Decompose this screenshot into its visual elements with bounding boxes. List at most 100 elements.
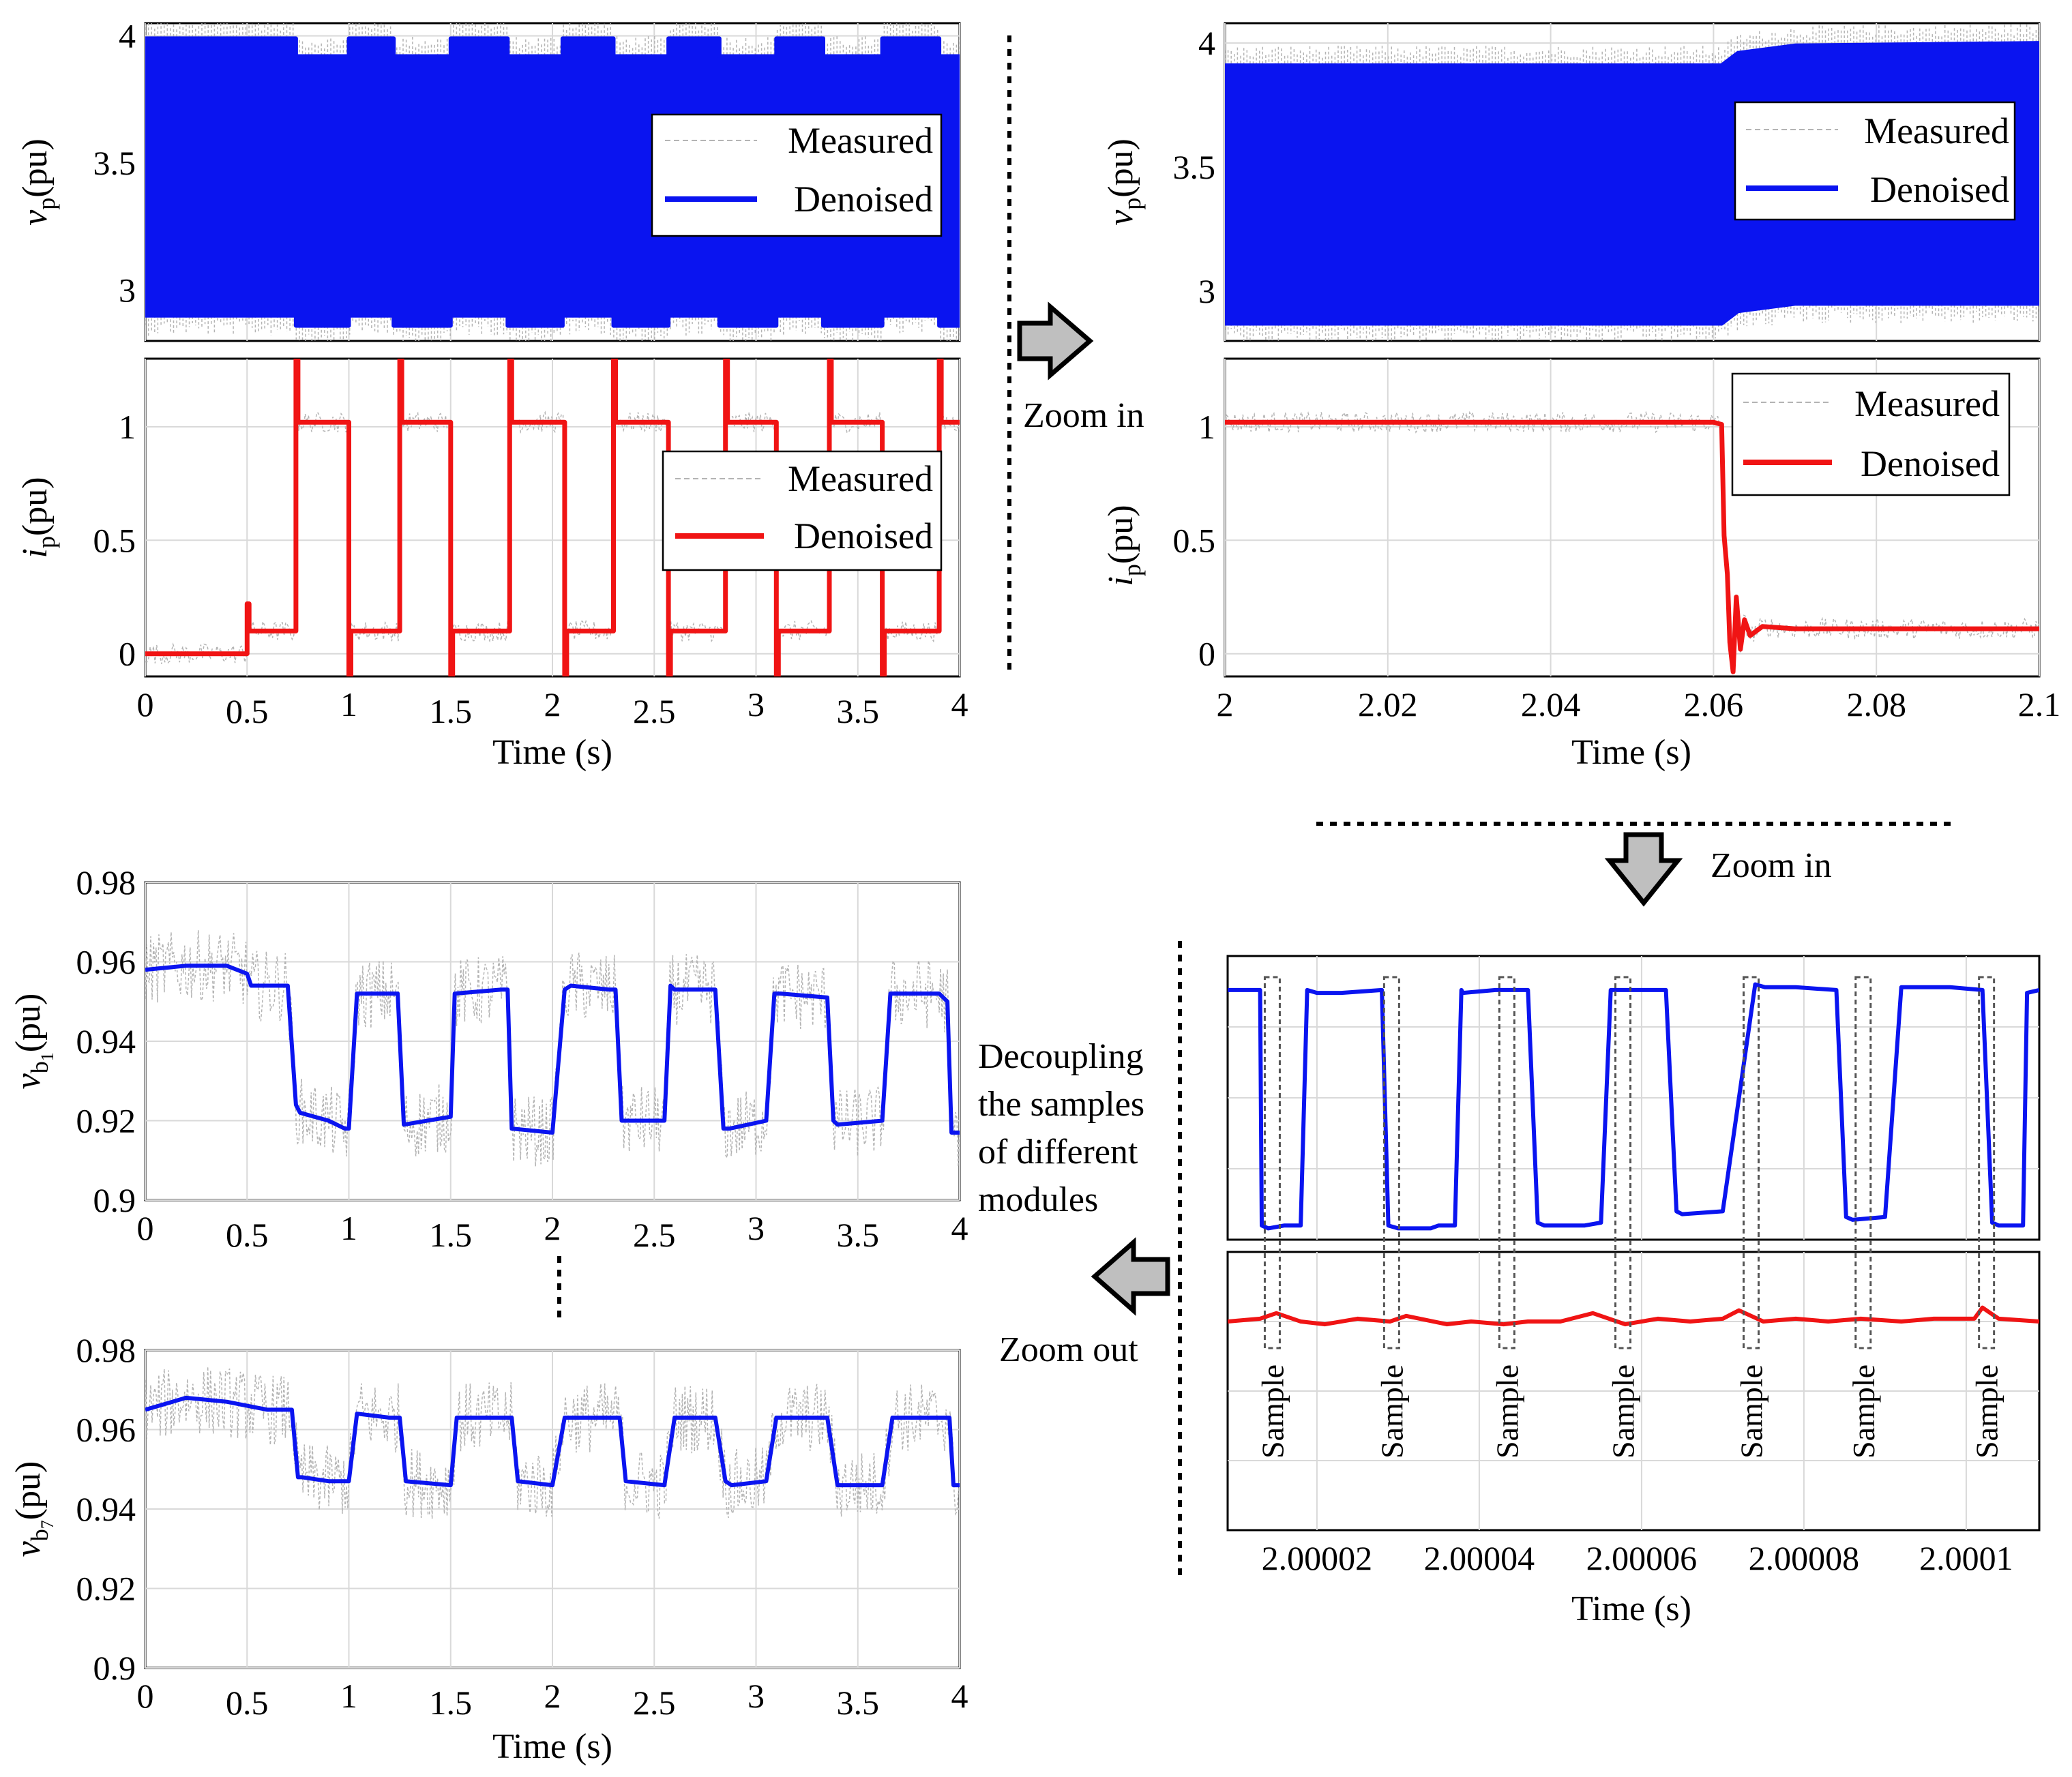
y-tick-label: 0.9: [93, 1181, 136, 1219]
arrow-left-icon: [1091, 1237, 1170, 1316]
sample-label: Sample: [1606, 1364, 1641, 1459]
zoom-in-label-down: Zoom in: [1711, 846, 1832, 885]
x-tick-label: 2: [544, 1209, 561, 1247]
legend-denoised-label: Denoised: [1870, 169, 2009, 210]
chart-vp-full: 33.54 vp(pu) Measured Denoised: [16, 17, 961, 342]
x-tick-label: 2: [544, 1677, 561, 1715]
x-tick-label: 3.5: [837, 1216, 880, 1254]
x-tick-label: 2.00004: [1424, 1539, 1535, 1577]
x-tick-label: 3: [748, 685, 765, 723]
x-tick-labels: 0 0.5 1 1.5 2 2.5 3 3.5 4: [137, 1677, 968, 1722]
x-tick-label: 4: [951, 1209, 968, 1247]
x-tick-label: 2.00002: [1262, 1539, 1373, 1577]
y-tick-label: 0: [1198, 635, 1215, 673]
zoom-out-label: Zoom out: [999, 1330, 1138, 1369]
x-tick-label: 2.00006: [1586, 1539, 1698, 1577]
denoised-series: [145, 964, 960, 1135]
x-tick-label: 1: [340, 1677, 357, 1715]
legend-box: [651, 113, 943, 237]
x-tick-labels: 0 0.5 1 1.5 2 2.5 3 3.5 4: [137, 685, 968, 730]
x-tick-label: 0.5: [226, 1684, 269, 1722]
y-axis-label: ip(pu): [16, 477, 60, 558]
x-tick-label: 3.5: [837, 692, 880, 730]
decoupling-line-1: Decoupling: [978, 1037, 1144, 1076]
y-tick-labels: 0.9 0.92 0.94 0.96 0.98: [76, 1331, 136, 1687]
x-tick-label: 0.5: [226, 692, 269, 730]
y-tick-label: 0.92: [76, 1570, 136, 1608]
grid: [145, 1349, 960, 1669]
denoised-trace: [1228, 982, 2039, 1231]
y-tick-labels: 33.54: [1173, 24, 1216, 310]
sample-window: [1263, 976, 1281, 1349]
y-tick-labels: 00.51: [93, 408, 136, 673]
decoupling-line-2: the samples: [978, 1085, 1144, 1124]
x-tick-labels: 0 0.5 1 1.5 2 2.5 3 3.5 4: [137, 1209, 968, 1254]
x-tick-label: 2.02: [1358, 685, 1418, 723]
y-tick-label: 3.5: [93, 144, 136, 182]
y-tick-label: 3.5: [1173, 148, 1216, 186]
denoised-trace: [145, 1395, 960, 1488]
x-axis-label: Time (s): [1571, 1589, 1691, 1628]
sample-window: [1854, 976, 1872, 1349]
x-tick-label: 2.04: [1521, 685, 1581, 723]
y-tick-label: 3: [1198, 272, 1215, 310]
denoised-trace: [1225, 419, 2039, 674]
x-tick-label: 1.5: [430, 1684, 473, 1722]
x-tick-label: 2: [1217, 685, 1234, 723]
chart-ip-zoom: 00.51 2 2.02 2.04 2.06 2.08 2.1 ip(pu) Time (…: [1101, 357, 2061, 772]
x-tick-label: 2.1: [2018, 685, 2061, 723]
denoised-trace: [145, 359, 960, 676]
arrow-right-icon: [1017, 301, 1094, 380]
y-tick-label: 0.5: [1173, 521, 1216, 559]
sample-window: [1978, 976, 1996, 1349]
denoised-trace: [145, 964, 960, 1135]
legend-box: [662, 450, 943, 571]
denoised-series: [145, 36, 960, 328]
legend-measured-label: Measured: [788, 458, 933, 499]
denoised-series: [145, 359, 960, 676]
y-tick-label: 4: [119, 17, 136, 55]
y-axis-label: vp(pu): [1101, 138, 1146, 226]
x-tick-label: 2.5: [633, 1216, 676, 1254]
chart-vp-zoom: 33.54 vp(pu) Measured Denoised: [1101, 22, 2041, 342]
sample-label: Sample: [1846, 1364, 1881, 1459]
legend: Measured Denoised: [651, 113, 943, 237]
zoom-in-label-right: Zoom in: [1023, 396, 1144, 435]
legend: Measured Denoised: [662, 450, 943, 571]
y-axis-label: vp(pu): [16, 138, 60, 226]
chart-sample-zoom-voltage: [1226, 955, 2041, 1241]
legend-denoised-label: Denoised: [794, 516, 933, 556]
grid: [1228, 956, 2039, 1240]
denoised-lower-envelope: [145, 313, 960, 328]
denoised-trace: [1228, 1305, 2039, 1327]
grid: [145, 882, 960, 1201]
denoised-series: [1225, 419, 2039, 674]
sample-label: Sample: [1734, 1364, 1769, 1459]
x-tick-label: 3.5: [837, 1684, 880, 1722]
denoised-lower-envelope: [1225, 301, 2039, 326]
x-tick-label: 2.0001: [1919, 1539, 2013, 1577]
denoised-series: [145, 1395, 960, 1488]
x-tick-label: 0.5: [226, 1216, 269, 1254]
y-tick-labels: 33.54: [93, 17, 136, 310]
x-tick-label: 2.06: [1684, 685, 1744, 723]
x-tick-label: 2.5: [633, 1684, 676, 1722]
y-tick-label: 0.94: [76, 1490, 136, 1528]
denoised-upper-envelope: [1225, 41, 2039, 68]
denoised-series: [1228, 982, 2039, 1231]
y-tick-label: 0.9: [93, 1649, 136, 1687]
y-axis-label: ip(pu): [1101, 505, 1146, 586]
y-tick-label: 0.5: [93, 521, 136, 559]
x-tick-label: 2: [544, 685, 561, 723]
x-tick-label: 1: [340, 685, 357, 723]
y-tick-label: 3: [119, 271, 136, 309]
sample-label: Sample: [1970, 1364, 2004, 1459]
x-axis-label: Time (s): [492, 1727, 612, 1766]
x-tick-label: 2.08: [1846, 685, 1906, 723]
y-axis-label: vb1(pu): [9, 994, 57, 1090]
x-tick-label: 1.5: [430, 692, 473, 730]
measured-noise: [145, 1367, 960, 1519]
sample-label: Sample: [1490, 1364, 1524, 1459]
x-axis-label: Time (s): [492, 733, 612, 772]
